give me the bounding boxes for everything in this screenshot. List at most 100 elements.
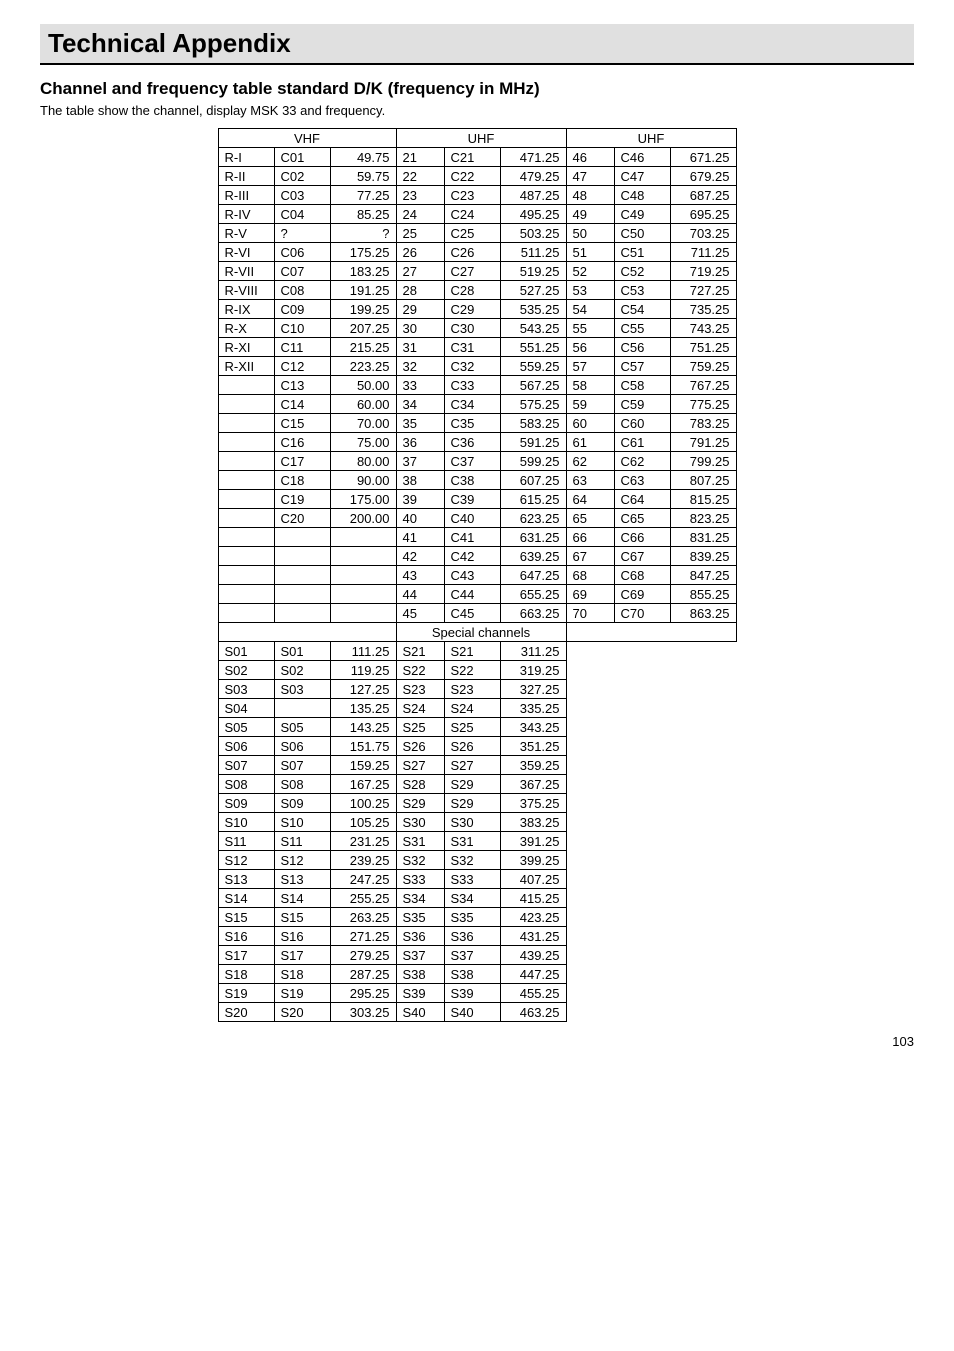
table-cell: R-VIII [218,281,274,300]
table-cell: 639.25 [500,547,566,566]
table-cell: S09 [274,794,330,813]
table-row: S17S17279.25S37S37439.25 [218,946,736,965]
table-cell: 743.25 [670,319,736,338]
table-cell: 343.25 [500,718,566,737]
table-cell: C68 [614,566,670,585]
table-cell: 607.25 [500,471,566,490]
table-cell: 623.25 [500,509,566,528]
table-cell: 511.25 [500,243,566,262]
table-row: S04135.25S24S24335.25 [218,699,736,718]
table-cell: 439.25 [500,946,566,965]
table-cell: C20 [274,509,330,528]
table-cell: R-I [218,148,274,167]
table-cell: 543.25 [500,319,566,338]
table-cell: S20 [274,1003,330,1022]
table-row: S15S15263.25S35S35423.25 [218,908,736,927]
table-cell: 231.25 [330,832,396,851]
table-cell: 77.25 [330,186,396,205]
page-subtitle: Channel and frequency table standard D/K… [40,79,914,99]
table-cell: S27 [444,756,500,775]
table-row: 45C45663.2570C70863.25 [218,604,736,623]
table-cell: S30 [444,813,500,832]
table-cell: 35 [396,414,444,433]
table-cell: 105.25 [330,813,396,832]
table-cell: S09 [218,794,274,813]
table-row: R-IC0149.7521C21471.2546C46671.25 [218,148,736,167]
table-row: R-V??25C25503.2550C50703.25 [218,224,736,243]
table-cell: 831.25 [670,528,736,547]
table-cell: 48 [566,186,614,205]
table-cell [218,433,274,452]
table-cell: 46 [566,148,614,167]
table-cell: S01 [218,642,274,661]
table-row: S07S07159.25S27S27359.25 [218,756,736,775]
table-cell: 223.25 [330,357,396,376]
table-cell [274,604,330,623]
table-cell: 60 [566,414,614,433]
table-row: R-XC10207.2530C30543.2555C55743.25 [218,319,736,338]
table-row: C20200.0040C40623.2565C65823.25 [218,509,736,528]
table-cell: S20 [218,1003,274,1022]
table-cell: R-VII [218,262,274,281]
table-cell: S19 [274,984,330,1003]
table-cell: S19 [218,984,274,1003]
table-cell: 49.75 [330,148,396,167]
table-cell [218,376,274,395]
table-cell: 36 [396,433,444,452]
table-cell: 415.25 [500,889,566,908]
table-cell: 191.25 [330,281,396,300]
table-cell: 127.25 [330,680,396,699]
table-cell [218,452,274,471]
table-cell: 63 [566,471,614,490]
table-cell: 215.25 [330,338,396,357]
table-head: VHF UHF UHF [218,129,736,148]
table-cell: 775.25 [670,395,736,414]
table-cell: C62 [614,452,670,471]
table-cell: 32 [396,357,444,376]
table-row: S12S12239.25S32S32399.25 [218,851,736,870]
table-row: S05S05143.25S25S25343.25 [218,718,736,737]
table-cell: 471.25 [500,148,566,167]
table-cell: C23 [444,186,500,205]
table-cell: 783.25 [670,414,736,433]
table-cell: 75.00 [330,433,396,452]
table-cell: S11 [218,832,274,851]
table-cell: S35 [444,908,500,927]
table-cell: C54 [614,300,670,319]
table-cell: 70 [566,604,614,623]
table-cell: 135.25 [330,699,396,718]
table-cell: 799.25 [670,452,736,471]
table-cell: S15 [218,908,274,927]
table-cell: 175.25 [330,243,396,262]
table-cell: C64 [614,490,670,509]
table-cell: 671.25 [670,148,736,167]
table-cell: S32 [396,851,444,870]
table-cell: C33 [444,376,500,395]
table-cell: 56 [566,338,614,357]
table-cell: 68 [566,566,614,585]
table-cell: C22 [444,167,500,186]
table-cell: 647.25 [500,566,566,585]
table-cell: S15 [274,908,330,927]
table-cell: C43 [444,566,500,585]
table-cell: S18 [218,965,274,984]
table-cell: 47 [566,167,614,186]
table-cell: 22 [396,167,444,186]
table-cell: S13 [274,870,330,889]
table-cell: S18 [274,965,330,984]
table-cell [218,490,274,509]
table-row: S09S09100.25S29S29375.25 [218,794,736,813]
table-cell: S24 [396,699,444,718]
table-cell [330,566,396,585]
table-row: R-XIC11215.2531C31551.2556C56751.25 [218,338,736,357]
table-cell: C58 [614,376,670,395]
table-cell: S08 [218,775,274,794]
table-cell: S23 [396,680,444,699]
table-cell: 575.25 [500,395,566,414]
table-cell: C24 [444,205,500,224]
table-cell: C04 [274,205,330,224]
table-row: S03S03127.25S23S23327.25 [218,680,736,699]
table-cell: 80.00 [330,452,396,471]
header-row: VHF UHF UHF [218,129,736,148]
table-cell: 759.25 [670,357,736,376]
